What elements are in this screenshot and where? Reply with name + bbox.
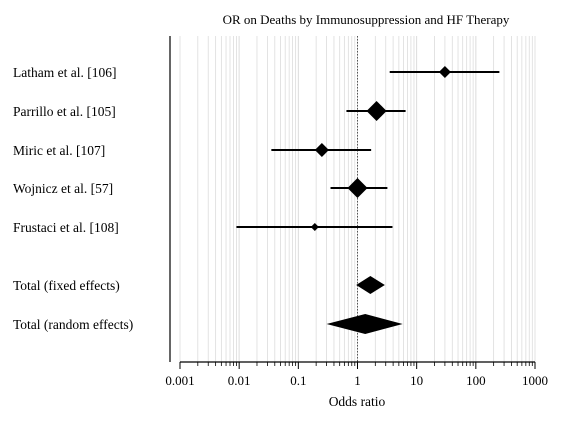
study-label: Latham et al. [106] (13, 65, 116, 80)
study-label: Wojnicz et al. [57] (13, 181, 113, 196)
study-label: Miric et al. [107] (13, 143, 105, 158)
total-label: Total (random effects) (13, 317, 133, 332)
study-label: Parrillo et al. [105] (13, 104, 116, 119)
x-tick-label: 0.001 (165, 373, 194, 388)
x-axis-ticks: 0.001 0.01 0.1 1 10 100 1000 (165, 362, 548, 388)
x-tick-label: 0.1 (290, 373, 306, 388)
x-tick-label: 100 (466, 373, 486, 388)
grid-lines (179, 36, 536, 362)
x-tick-label: 1 (354, 373, 361, 388)
study-rows: Latham et al. [106] Parrillo et al. [105]… (13, 65, 500, 334)
x-tick-label: 1000 (522, 373, 548, 388)
x-tick-label: 10 (410, 373, 423, 388)
effect-marker (314, 143, 329, 157)
pooled-effect-diamond (326, 314, 403, 334)
x-tick-label: 0.01 (228, 373, 251, 388)
effect-marker (310, 223, 319, 231)
effect-marker (366, 101, 387, 121)
x-axis-label: Odds ratio (329, 394, 386, 409)
effect-marker (347, 178, 368, 198)
effect-marker (438, 66, 451, 78)
total-label: Total (fixed effects) (13, 278, 120, 293)
study-label: Frustaci et al. [108] (13, 220, 119, 235)
pooled-effect-diamond (356, 276, 385, 294)
chart-title: OR on Deaths by Immunosuppression and HF… (223, 12, 510, 27)
